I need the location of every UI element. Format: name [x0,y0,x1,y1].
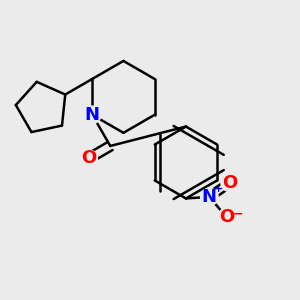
Text: +: + [214,184,224,194]
Circle shape [80,150,98,167]
Circle shape [218,208,235,226]
Text: −: − [232,208,243,220]
Text: N: N [202,188,217,206]
Circle shape [201,188,218,206]
Text: O: O [222,174,237,192]
Text: N: N [85,106,100,124]
Text: O: O [219,208,234,226]
Text: O: O [81,149,96,167]
Circle shape [84,106,101,124]
Circle shape [221,174,238,192]
